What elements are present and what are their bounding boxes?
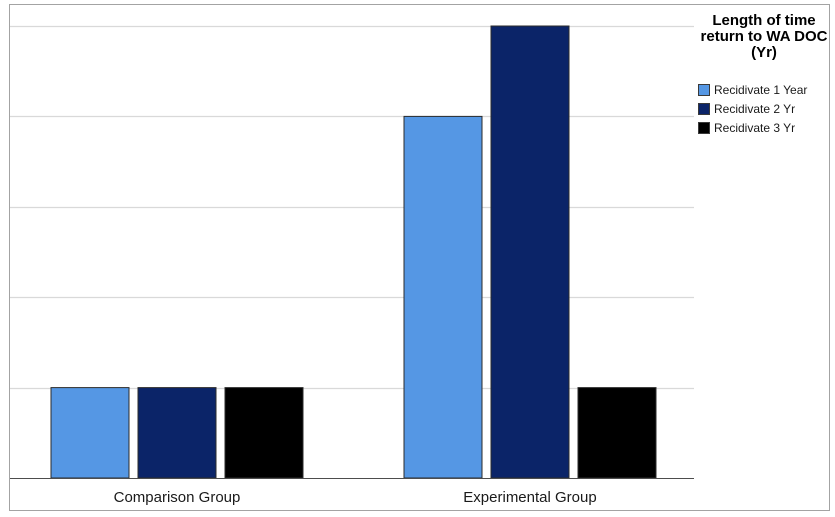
- gridlines: [10, 25, 694, 390]
- legend-swatch: [698, 83, 710, 96]
- x-tick-labels: Comparison Group Experimental Group: [114, 489, 597, 506]
- bar-experimental-group-series-2: [490, 25, 570, 479]
- x-tick-label: Comparison Group: [114, 489, 241, 506]
- legend-item: Recidivate 1 Year: [698, 80, 835, 99]
- bars: [50, 25, 657, 479]
- bar-comparison-group-series-2: [137, 387, 217, 479]
- legend-title: Length of time return to WA DOC (Yr): [700, 12, 828, 61]
- bar-experimental-group-series-1: [403, 115, 483, 479]
- legend-item: Recidivate 3 Yr: [698, 118, 835, 137]
- bar-comparison-group-series-3: [224, 387, 304, 479]
- legend: Recidivate 1 Year Recidivate 2 Yr Recidiva…: [698, 80, 835, 137]
- x-tick-label: Experimental Group: [463, 489, 596, 506]
- legend-label: Recidivate 3 Yr: [714, 120, 796, 135]
- legend-swatch: [698, 121, 710, 134]
- legend-label: Recidivate 1 Year: [714, 82, 808, 97]
- legend-item: Recidivate 2 Yr: [698, 99, 835, 118]
- bar-experimental-group-series-3: [577, 387, 657, 479]
- legend-label: Recidivate 2 Yr: [714, 101, 796, 116]
- legend-swatch: [698, 102, 710, 115]
- bar-comparison-group-series-1: [50, 387, 130, 479]
